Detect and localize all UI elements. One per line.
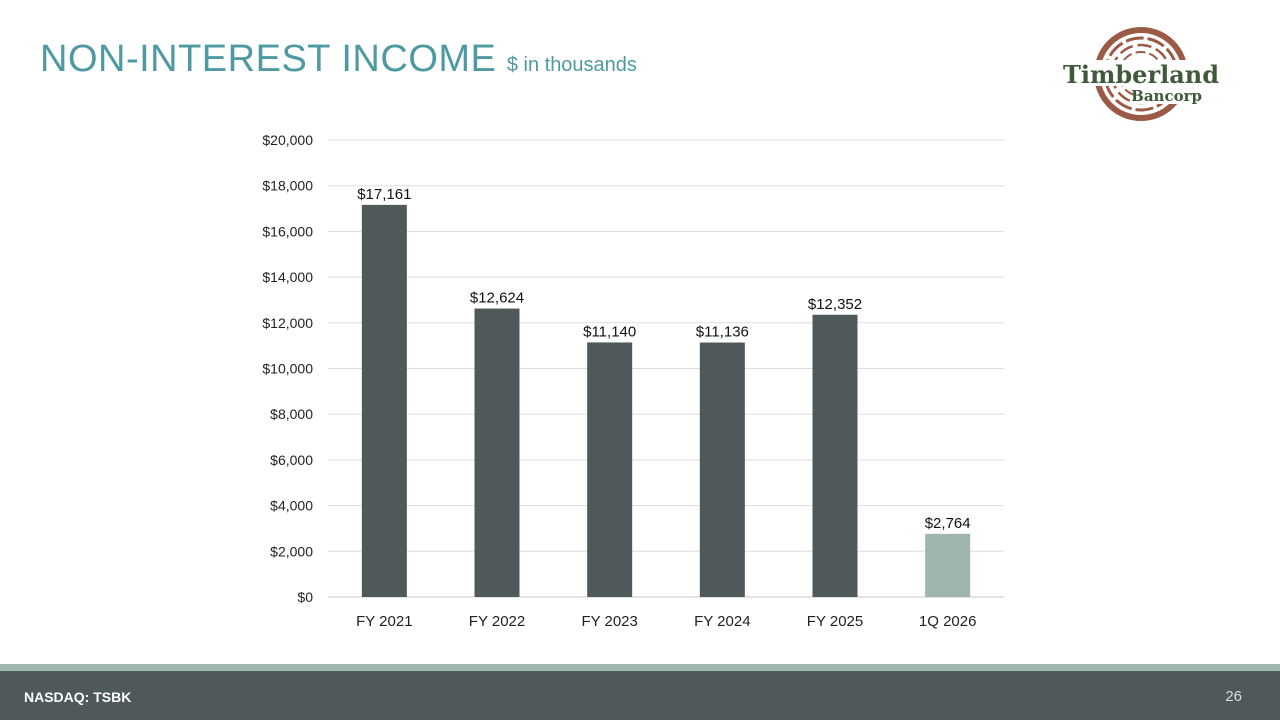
bar [812, 314, 858, 597]
bar-value-label: $12,624 [470, 290, 524, 307]
y-tick-label: $8,000 [270, 406, 313, 422]
bar-value-label: $17,161 [357, 186, 411, 203]
bar-chart: $0 $2,000 $4,000 $6,000 $8,000 $10,000 $12,000… [262, 132, 1004, 630]
bars [361, 204, 971, 597]
logo-subtitle: Bancorp [1131, 87, 1202, 105]
bar [699, 342, 745, 597]
x-tick-label: FY 2021 [356, 613, 412, 630]
bar [474, 308, 520, 597]
bar [587, 342, 633, 597]
bar [361, 204, 407, 597]
x-tick-label: 1Q 2026 [919, 613, 977, 630]
bar-value-label: $2,764 [925, 515, 971, 532]
bar [925, 533, 971, 597]
x-axis-ticks: FY 2021 FY 2022 FY 2023 FY 2024 FY 2025 1Q 20… [356, 613, 976, 630]
y-tick-label: $14,000 [262, 269, 313, 285]
y-tick-label: $18,000 [262, 178, 313, 194]
title-units: $ in thousands [506, 54, 637, 76]
bar-value-label: $11,140 [583, 323, 636, 340]
footer-accent-stripe [0, 664, 1280, 671]
x-tick-label: FY 2025 [807, 613, 863, 630]
y-tick-label: $6,000 [270, 452, 313, 468]
x-tick-label: FY 2022 [469, 613, 525, 630]
page-title: NON-INTEREST INCOME $ in thousands [40, 38, 637, 81]
gridlines [328, 139, 1004, 598]
data-labels: $17,161 $12,624 $11,140 $11,136 $12,352 $2,76… [357, 186, 970, 532]
y-tick-label: $0 [297, 589, 313, 605]
ticker-symbol: NASDAQ: TSBK [24, 689, 132, 705]
y-tick-label: $12,000 [262, 315, 313, 331]
y-tick-label: $20,000 [262, 132, 313, 148]
y-axis-ticks: $0 $2,000 $4,000 $6,000 $8,000 $10,000 $12,000… [262, 132, 313, 605]
page-number: 26 [1225, 688, 1242, 705]
bar-value-label: $12,352 [808, 296, 862, 313]
footer-bar: NASDAQ: TSBK 26 [0, 671, 1280, 720]
x-tick-label: FY 2023 [581, 613, 637, 630]
logo-wordmark: Timberland [1063, 60, 1219, 89]
title-main: NON-INTEREST INCOME [40, 38, 497, 80]
y-tick-label: $10,000 [262, 361, 313, 377]
y-tick-label: $4,000 [270, 498, 313, 514]
x-tick-label: FY 2024 [694, 613, 750, 630]
bar-value-label: $11,136 [696, 324, 749, 341]
y-tick-label: $16,000 [262, 223, 313, 239]
timberland-logo: Timberland Bancorp [1056, 26, 1226, 126]
y-tick-label: $2,000 [270, 543, 313, 559]
